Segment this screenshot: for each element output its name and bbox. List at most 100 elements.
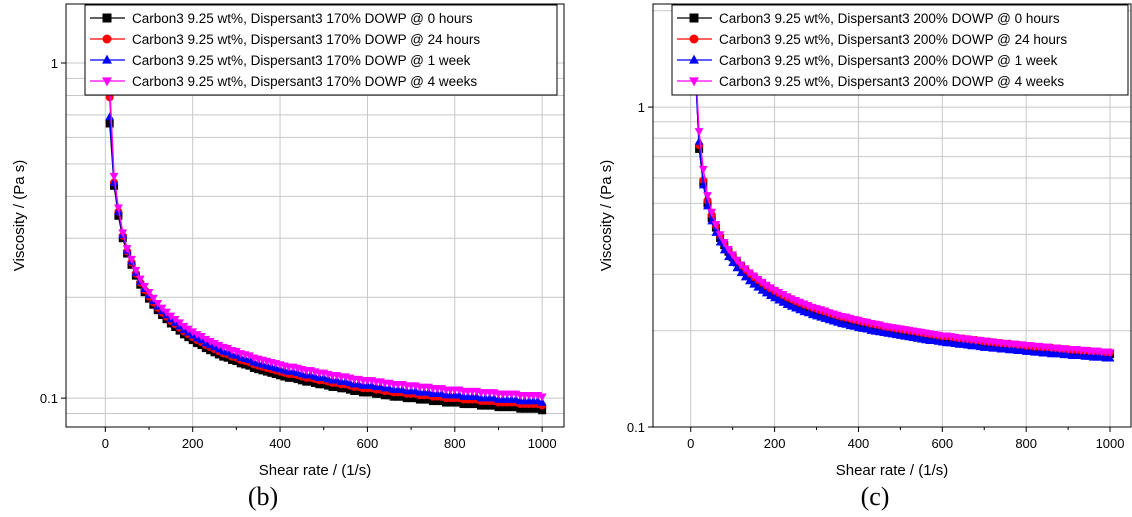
- data-point: [757, 285, 767, 294]
- data-point: [102, 13, 112, 23]
- data-point: [703, 201, 712, 210]
- x-tick-label: 600: [931, 436, 953, 451]
- panel-label: (c): [861, 482, 890, 511]
- data-point: [210, 339, 219, 348]
- x-tick-label: 400: [269, 436, 291, 451]
- x-tick-label: 1000: [528, 436, 557, 451]
- data-point: [774, 288, 784, 297]
- data-point: [105, 112, 115, 121]
- series-layer: [105, 81, 547, 415]
- chart-panel-c: 0 200 400 600 800 1000 0.1 1 Shear rate / (1/s)…: [598, 3, 1132, 511]
- data-point: [144, 289, 154, 298]
- data-point: [188, 328, 198, 337]
- data-point: [102, 54, 112, 64]
- y-axis-label: Viscosity / (Pa s): [11, 160, 28, 271]
- data-point: [118, 229, 128, 238]
- data-point: [162, 308, 171, 317]
- data-point: [694, 136, 704, 145]
- data-point: [122, 245, 132, 254]
- data-point: [689, 34, 699, 44]
- x-tick-label: 600: [357, 436, 379, 451]
- x-tick-label: 0: [102, 436, 109, 451]
- data-point: [715, 231, 725, 240]
- data-point: [689, 54, 699, 64]
- data-point: [724, 252, 733, 261]
- legend-label: Carbon3 9.25 wt%, Dispersant3 170% DOWP …: [132, 53, 471, 68]
- data-point: [214, 341, 224, 350]
- x-tick-label: 800: [444, 436, 466, 451]
- x-axis-label: Shear rate / (1/s): [836, 462, 949, 479]
- data-point: [757, 278, 767, 287]
- data-point: [749, 279, 759, 288]
- data-point: [1105, 353, 1115, 362]
- data-point: [715, 237, 725, 246]
- axis-ticks: 0 200 400 600 800 1000 0.1 1: [40, 56, 557, 451]
- data-point: [740, 272, 750, 281]
- plot-frame: [652, 3, 1132, 428]
- data-point: [782, 293, 792, 302]
- series-line: [109, 84, 543, 398]
- data-point: [711, 221, 721, 230]
- y-axis-label: Viscosity / (Pa s): [598, 160, 615, 271]
- data-point: [245, 352, 254, 361]
- data-point: [135, 275, 145, 284]
- panel-label: (b): [248, 482, 278, 511]
- legend-label: Carbon3 9.25 wt%, Dispersant3 200% DOWP …: [719, 74, 1064, 89]
- series-line: [694, 67, 1110, 359]
- data-point: [766, 284, 775, 293]
- series-3: [105, 81, 547, 402]
- data-point: [140, 282, 150, 291]
- x-tick-label: 1000: [1096, 436, 1125, 451]
- series-line: [109, 116, 543, 404]
- series-3: [690, 51, 1115, 358]
- legend: Carbon3 9.25 wt%, Dispersant3 200% DOWP …: [671, 4, 1129, 96]
- data-point: [175, 319, 184, 328]
- data-point: [231, 348, 241, 357]
- legend-label: Carbon3 9.25 wt%, Dispersant3 200% DOWP …: [719, 53, 1058, 68]
- data-point: [753, 275, 763, 284]
- series-2: [105, 112, 547, 406]
- data-point: [179, 322, 189, 331]
- data-point: [131, 266, 141, 275]
- series-line: [694, 55, 1110, 354]
- data-point: [127, 255, 136, 264]
- x-axis-label: Shear rate / (1/s): [259, 462, 372, 479]
- data-point: [728, 251, 738, 260]
- data-point: [728, 258, 738, 267]
- data-point: [736, 268, 746, 277]
- data-point: [698, 165, 708, 174]
- data-point: [102, 34, 112, 44]
- data-point: [703, 192, 712, 201]
- y-tick-label: 1: [51, 56, 58, 71]
- legend-label: Carbon3 9.25 wt%, Dispersant3 170% DOWP …: [132, 32, 480, 47]
- data-point: [223, 344, 233, 353]
- data-point: [109, 172, 119, 181]
- series-1: [690, 51, 1115, 357]
- data-point: [148, 294, 158, 303]
- x-tick-label: 0: [687, 436, 694, 451]
- y-tick-label: 0.1: [627, 420, 645, 435]
- data-point: [778, 291, 788, 300]
- data-point: [689, 77, 699, 87]
- data-point: [761, 288, 771, 297]
- data-point: [109, 177, 119, 186]
- data-point: [114, 204, 123, 213]
- series-line: [109, 97, 543, 407]
- legend-label: Carbon3 9.25 wt%, Dispersant3 170% DOWP …: [132, 74, 477, 89]
- data-point: [770, 286, 779, 295]
- data-point: [166, 312, 176, 321]
- legend-label: Carbon3 9.25 wt%, Dispersant3 170% DOWP …: [132, 11, 473, 26]
- plot-frame: [65, 3, 565, 428]
- data-point: [153, 299, 163, 308]
- x-tick-label: 400: [848, 436, 870, 451]
- data-point: [694, 128, 704, 137]
- legend-box: [84, 4, 558, 96]
- data-point: [1105, 349, 1115, 358]
- legend-label: Carbon3 9.25 wt%, Dispersant3 200% DOWP …: [719, 11, 1060, 26]
- series-1: [105, 93, 547, 410]
- data-point: [719, 239, 729, 248]
- series-line: [109, 123, 543, 411]
- series-layer: [690, 51, 1115, 362]
- data-point: [102, 77, 112, 87]
